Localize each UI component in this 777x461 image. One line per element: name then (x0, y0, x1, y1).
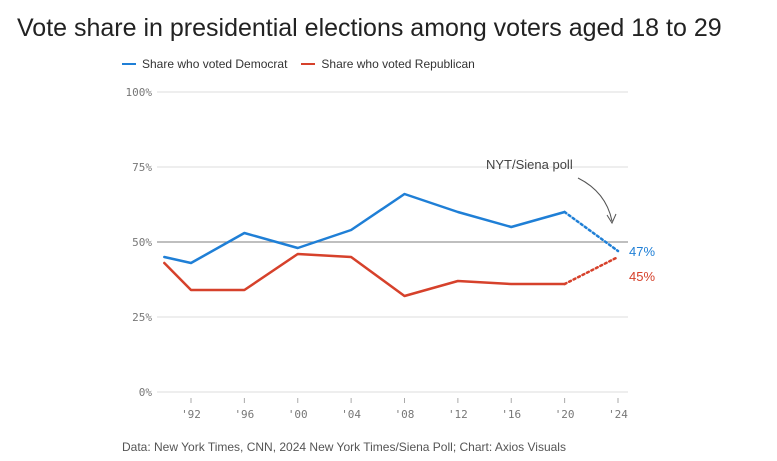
legend-swatch-democrat (122, 63, 136, 65)
legend-item-republican: Share who voted Republican (301, 57, 475, 71)
annotation-arrowhead (606, 213, 617, 225)
series-projection-democrat (563, 210, 620, 253)
x-tick-label: '00 (288, 408, 308, 421)
legend: Share who voted Democrat Share who voted… (122, 57, 475, 71)
series-line-republican (163, 252, 566, 298)
x-tick-label: '92 (181, 408, 201, 421)
x-tick-label: '12 (448, 408, 468, 421)
annotation-label: NYT/Siena poll (486, 157, 573, 172)
y-tick-label: 100% (126, 86, 153, 99)
chart-title: Vote share in presidential elections amo… (17, 14, 722, 42)
legend-label-democrat: Share who voted Democrat (142, 57, 288, 71)
series-line-democrat (163, 192, 566, 265)
source-note: Data: New York Times, CNN, 2024 New York… (122, 440, 566, 454)
legend-item-democrat: Share who voted Democrat (122, 57, 287, 71)
annotation-arrow (577, 177, 613, 222)
series-projection-republican (563, 255, 620, 286)
legend-label-republican: Share who voted Republican (321, 57, 475, 71)
legend-swatch-republican (301, 63, 316, 65)
y-tick-label: 50% (132, 236, 152, 249)
x-tick-label: '04 (341, 408, 361, 421)
y-tick-label: 0% (139, 386, 153, 399)
y-tick-label: 75% (132, 161, 152, 174)
x-tick-label: '16 (501, 408, 521, 421)
x-tick-label: '20 (555, 408, 575, 421)
x-tick-label: '08 (395, 408, 415, 421)
x-tick-label: '96 (234, 408, 254, 421)
end-label-democrat: 47% (629, 244, 655, 259)
end-label-republican: 45% (629, 269, 655, 284)
x-tick-label: '24 (608, 408, 628, 421)
y-tick-label: 25% (132, 311, 152, 324)
